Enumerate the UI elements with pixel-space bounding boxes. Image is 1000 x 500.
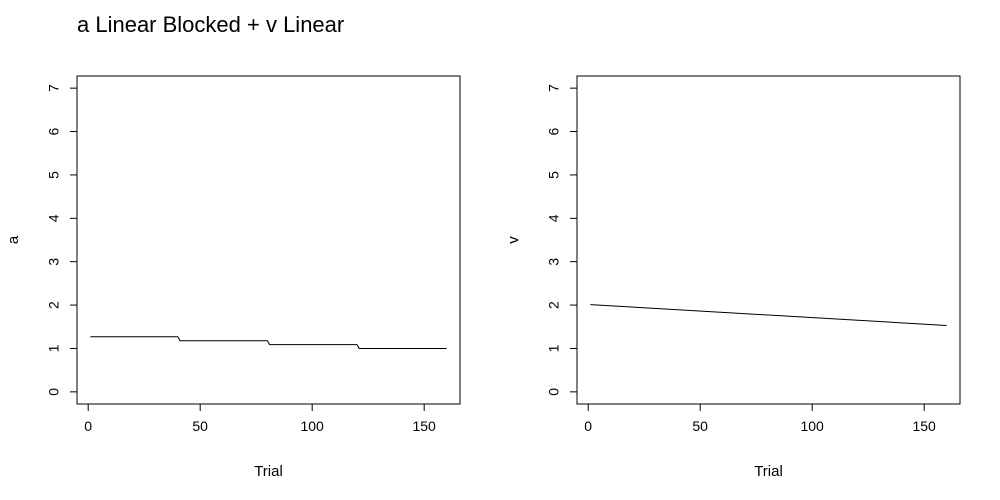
y-tick-label: 3: [46, 258, 62, 266]
x-axis-label: Trial: [754, 463, 783, 480]
panel-2: 0 50 100 150 0 1 2 3 4 5 6 7 Trial v: [505, 75, 961, 480]
y-tick-label: 5: [46, 171, 62, 179]
x-tick-label: 0: [84, 418, 92, 434]
y-tick-label: 6: [546, 127, 562, 135]
y-tick-label: 2: [546, 301, 562, 309]
x-tick-label: 50: [692, 418, 708, 434]
x-tick-label: 100: [300, 418, 324, 434]
series-line: [90, 336, 447, 349]
y-axis-label: v: [505, 236, 522, 244]
y-tick-label: 3: [546, 258, 562, 266]
y-tick-label: 6: [46, 127, 62, 135]
page-title: a Linear Blocked + v Linear: [77, 12, 345, 37]
y-tick-label: 4: [46, 214, 62, 222]
y-axis-label: a: [5, 235, 22, 244]
panel-1: 0 50 100 150 0 1 2 3 4 5 6 7 Trial a: [5, 75, 461, 480]
y-tick-label: 7: [546, 84, 562, 92]
x-axis-label: Trial: [254, 463, 283, 480]
y-tick-label: 0: [546, 388, 562, 396]
y-tick-label: 1: [46, 344, 62, 352]
plot-frame: [76, 75, 461, 405]
y-tick-label: 0: [46, 388, 62, 396]
y-tick-label: 1: [546, 344, 562, 352]
y-tick-label: 5: [546, 171, 562, 179]
x-tick-label: 150: [912, 418, 936, 434]
y-tick-label: 4: [546, 214, 562, 222]
plot-frame: [576, 75, 961, 405]
y-tick-label: 2: [46, 301, 62, 309]
y-tick-label: 7: [46, 84, 62, 92]
series-line: [590, 304, 947, 326]
x-tick-label: 100: [800, 418, 824, 434]
x-tick-label: 0: [584, 418, 592, 434]
x-tick-label: 150: [412, 418, 436, 434]
x-tick-label: 50: [192, 418, 208, 434]
